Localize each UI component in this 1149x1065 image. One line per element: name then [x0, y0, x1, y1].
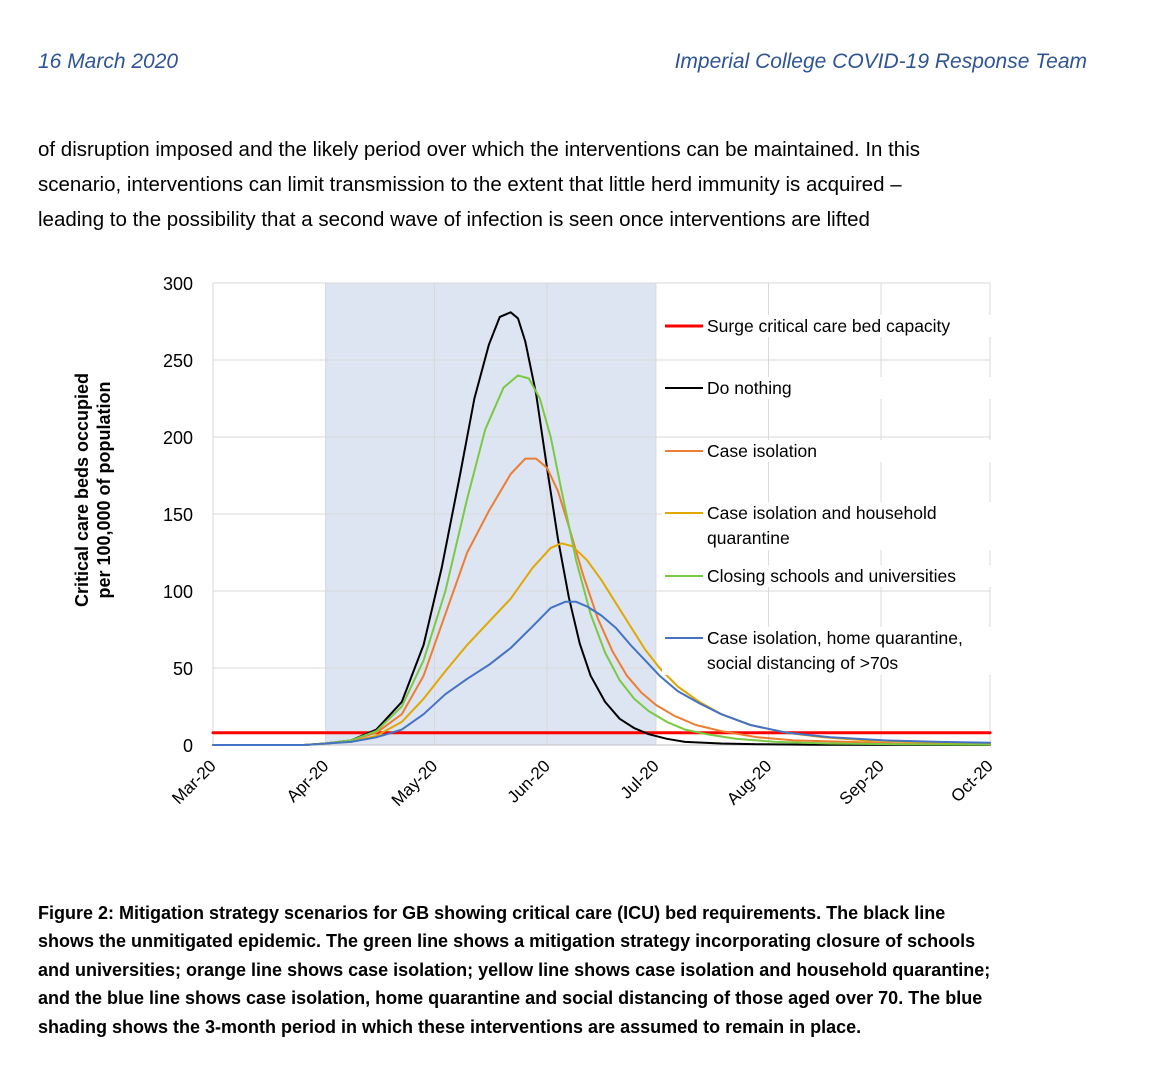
caption-line: and the blue line shows case isolation, … — [38, 988, 983, 1009]
legend-entry-bg — [662, 502, 992, 550]
caption-line: shows the unmitigated epidemic. The gree… — [38, 931, 976, 952]
legend-entry-bg — [662, 627, 992, 675]
y-tick-label: 50 — [173, 659, 193, 679]
caption-line: shading shows the 3-month period in whic… — [38, 1016, 862, 1037]
legend-label: Surge critical care bed capacity — [707, 316, 950, 336]
caption-line: and universities; orange line shows case… — [38, 959, 991, 980]
series-line — [212, 457, 991, 746]
figure-caption: Figure 2: Mitigation strategy scenarios … — [38, 899, 1088, 1041]
y-axis-title-line: per 100,000 of population — [94, 381, 114, 598]
x-tick-label: Apr-20 — [283, 756, 333, 806]
legend-entry-bg — [662, 377, 992, 399]
body-paragraph: of disruption imposed and the likely per… — [38, 132, 1086, 237]
legend-label: Case isolation — [707, 441, 817, 461]
y-axis-title-line: Critical care beds occupied — [72, 373, 92, 607]
y-tick-label: 100 — [163, 582, 193, 602]
y-tick-label: 0 — [183, 736, 193, 756]
legend-label: Do nothing — [707, 378, 792, 398]
legend-entry-bg — [662, 315, 992, 337]
legend-label: quarantine — [707, 528, 790, 548]
x-tick-label: Sep-20 — [836, 756, 888, 808]
header-date: 16 March 2020 — [38, 50, 179, 73]
y-tick-label: 200 — [163, 428, 193, 448]
body-line: leading to the possibility that a second… — [38, 208, 870, 231]
y-tick-label: 300 — [163, 274, 193, 294]
y-tick-label: 150 — [163, 505, 193, 525]
series-line — [212, 600, 991, 746]
x-tick-label: Aug-20 — [723, 756, 775, 808]
caption-line: Figure 2: Mitigation strategy scenarios … — [38, 903, 946, 923]
legend-entry-bg — [662, 565, 992, 587]
x-tick-label: Mar-20 — [168, 756, 220, 808]
y-tick-label: 250 — [163, 351, 193, 371]
series-line — [212, 374, 991, 746]
legend-entry-bg — [662, 440, 992, 462]
y-axis-title: Critical care beds occupied per 100,000 o… — [72, 373, 114, 607]
body-line: scenario, interventions can limit transm… — [38, 173, 902, 196]
x-tick-label: Jun-20 — [504, 756, 554, 806]
series-line — [212, 311, 991, 746]
legend-label: Case isolation and household — [707, 503, 937, 523]
header-team: Imperial College COVID-19 Response Team — [674, 50, 1087, 73]
x-tick-label: Jul-20 — [617, 756, 663, 802]
legend-label: social distancing of >70s — [707, 653, 898, 673]
x-tick-label: May-20 — [388, 756, 442, 810]
x-tick-label: Oct-20 — [947, 756, 997, 806]
body-line: of disruption imposed and the likely per… — [38, 138, 921, 161]
legend-label: Case isolation, home quarantine, — [707, 628, 963, 648]
icu-chart: 0 50 100 150 200 250 300 Mar-20 Apr-20 May-20 Jun-… — [72, 274, 997, 810]
legend-label: Closing schools and universities — [707, 566, 956, 586]
